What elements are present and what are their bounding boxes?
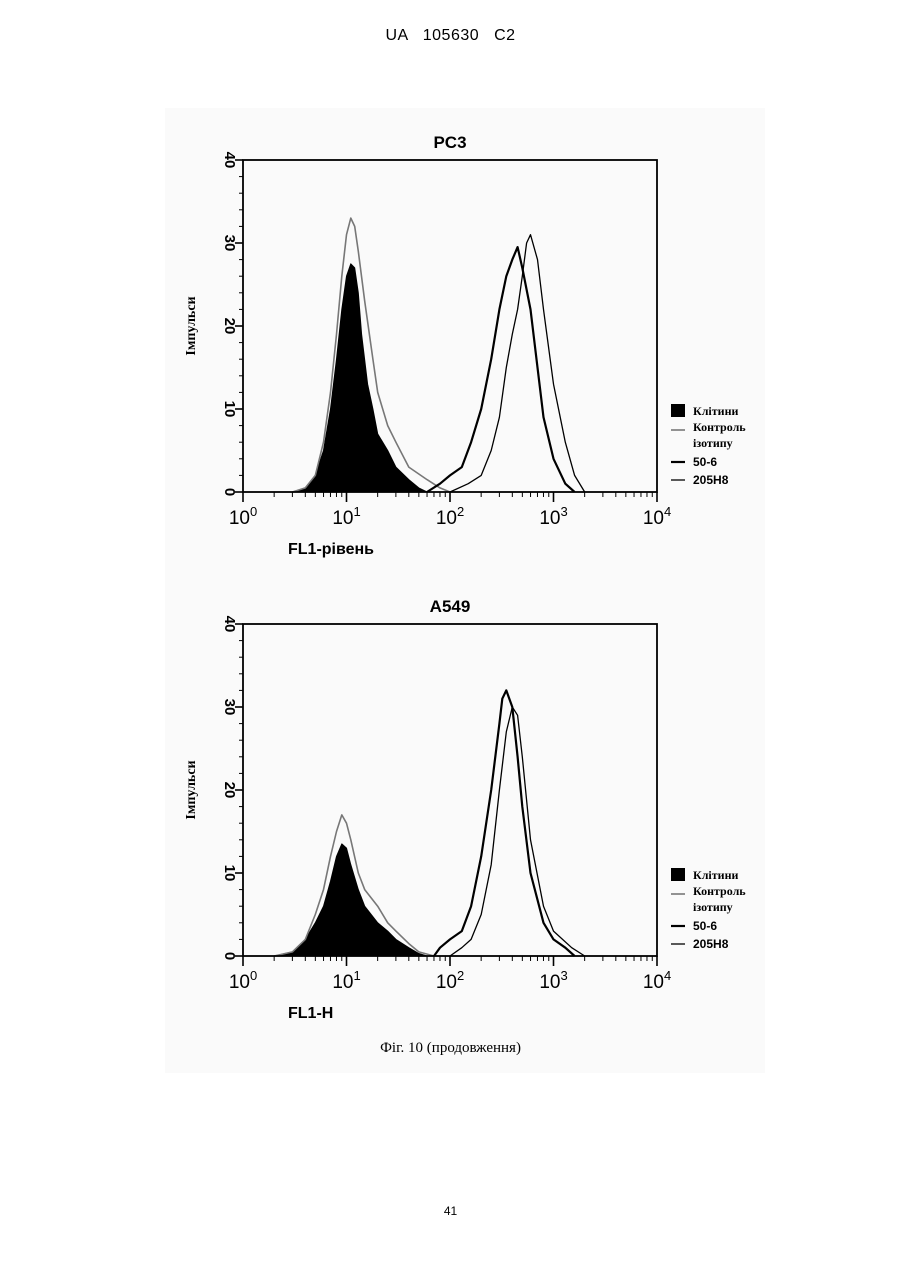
legend-label: 50-6	[693, 919, 717, 933]
y-tick-label: 40	[221, 616, 238, 633]
plot-frame	[243, 160, 657, 492]
y-tick-label: 0	[221, 488, 238, 496]
series-filled-curve	[292, 264, 427, 492]
x-axis-label: FL1-H	[288, 1005, 333, 1022]
x-tick-label: 103	[539, 504, 567, 529]
series-black-curve	[434, 690, 575, 956]
y-tick-label: 20	[221, 782, 238, 799]
legend: Клітини Контроль ізотипу 50-6 205H8	[671, 868, 746, 951]
x-tick-label: 104	[643, 504, 671, 529]
x-tick-label: 101	[332, 968, 360, 993]
y-tick-label: 30	[221, 235, 238, 252]
legend-label: Контроль	[693, 884, 746, 898]
chart-title: A549	[430, 597, 471, 616]
legend-label: 205H8	[693, 937, 729, 951]
y-tick-label: 20	[221, 318, 238, 335]
page-number: 41	[0, 1204, 901, 1218]
series-thin-curve	[450, 235, 585, 492]
legend-label: 50-6	[693, 455, 717, 469]
legend-label: Контроль	[693, 420, 746, 434]
legend-label: Клітини	[693, 404, 738, 418]
y-tick-label: 10	[221, 401, 238, 418]
y-axis-label: Імпульси	[184, 760, 199, 819]
x-tick-label: 103	[539, 968, 567, 993]
chart-title: PC3	[433, 133, 466, 152]
x-tick-label: 100	[229, 968, 257, 993]
series-group	[292, 218, 584, 492]
series-black-curve	[427, 247, 575, 492]
x-tick-label: 102	[436, 968, 464, 993]
y-axis-label: Імпульси	[184, 296, 199, 355]
legend-label: ізотипу	[693, 436, 733, 450]
x-axis-label: FL1-рівень	[288, 541, 374, 558]
legend: Клітини Контроль ізотипу 50-6 205H8	[671, 404, 746, 487]
x-tick-label: 102	[436, 504, 464, 529]
series-group	[274, 690, 585, 956]
x-tick-label: 101	[332, 504, 360, 529]
legend-swatch-filled	[671, 404, 685, 417]
y-tick-label: 40	[221, 152, 238, 169]
x-tick-label: 104	[643, 968, 671, 993]
page-header: UA 105630 C2	[0, 27, 901, 45]
legend-swatch-filled	[671, 868, 685, 881]
y-tick-label: 10	[221, 865, 238, 882]
y-tick-label: 30	[221, 699, 238, 716]
figure-caption: Фіг. 10 (продовження)	[0, 1040, 901, 1057]
legend-label: Клітини	[693, 868, 738, 882]
chart-a549: A549 0 10 20 30 40 100 101 102 103 104 FL1-H Імпульс…	[165, 584, 785, 1034]
x-tick-label: 100	[229, 504, 257, 529]
y-tick-label: 0	[221, 952, 238, 960]
plot-frame	[243, 624, 657, 956]
chart-pc3: PC3 0 10 20 30 40 100 101 102 103 104 FL1-рівень Імп…	[165, 120, 785, 570]
legend-label: ізотипу	[693, 900, 733, 914]
legend-label: 205H8	[693, 473, 729, 487]
